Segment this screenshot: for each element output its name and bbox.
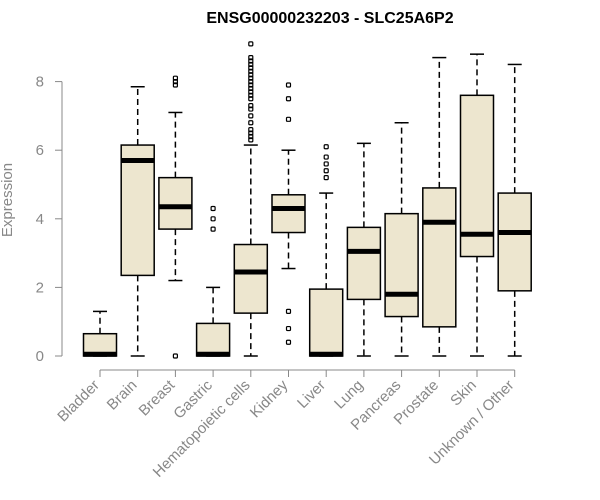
x-tick-label: Skin	[447, 377, 480, 410]
y-tick-label: 2	[36, 279, 44, 296]
y-tick-label: 0	[36, 348, 44, 365]
box-iqr	[346, 226, 382, 301]
outlier-point	[248, 54, 254, 61]
outlier-point	[210, 226, 216, 232]
outlier-point	[285, 116, 292, 122]
outlier-point	[285, 82, 292, 88]
outlier-point	[248, 120, 254, 126]
outlier-point	[285, 96, 292, 102]
outlier-point	[210, 205, 216, 212]
outlier-point	[323, 154, 329, 160]
box-iqr	[233, 243, 269, 314]
box-group	[158, 75, 193, 359]
box-group	[195, 205, 231, 357]
box-group	[384, 122, 419, 357]
y-tick-label: 6	[36, 142, 44, 159]
outlier-point	[323, 168, 329, 174]
outlier-point	[248, 41, 254, 47]
box-group	[271, 82, 306, 345]
outlier-point	[172, 75, 178, 81]
y-tick-label: 4	[36, 211, 44, 228]
box-group	[497, 63, 532, 357]
box-iqr	[195, 322, 231, 357]
box-group	[120, 85, 155, 357]
box-iqr	[308, 288, 344, 357]
box-iqr	[459, 94, 495, 258]
outlier-point	[172, 353, 178, 359]
chart-title: ENSG00000232203 - SLC25A6P2	[206, 10, 453, 27]
box-group	[459, 53, 495, 357]
box-iqr	[271, 194, 306, 234]
outlier-point	[285, 325, 292, 332]
box-group	[82, 310, 118, 357]
box-group	[346, 142, 382, 357]
outlier-point	[248, 127, 254, 133]
outlier-point	[323, 175, 329, 181]
y-tick-label: 8	[36, 74, 44, 91]
outlier-point	[285, 339, 292, 345]
box-iqr	[497, 192, 532, 292]
box-iqr	[384, 212, 419, 318]
box-iqr	[422, 187, 457, 328]
outlier-point	[248, 103, 254, 109]
outlier-point	[248, 113, 254, 119]
x-tick-label: Bladder	[54, 377, 103, 426]
box-iqr	[120, 144, 155, 277]
outlier-point	[323, 144, 329, 150]
box-iqr	[158, 176, 193, 230]
y-axis-label: Expression	[0, 163, 16, 237]
box-group	[233, 41, 269, 357]
box-group	[308, 144, 344, 357]
x-tick-label: Liver	[294, 377, 329, 412]
outlier-point	[323, 161, 329, 167]
outlier-point	[210, 216, 216, 222]
outlier-point	[285, 308, 292, 315]
y-axis: 0 2 4 6 8	[36, 74, 63, 365]
box-group	[422, 56, 457, 357]
x-tick-label: Kidney	[247, 376, 292, 421]
plot-area	[82, 41, 532, 359]
